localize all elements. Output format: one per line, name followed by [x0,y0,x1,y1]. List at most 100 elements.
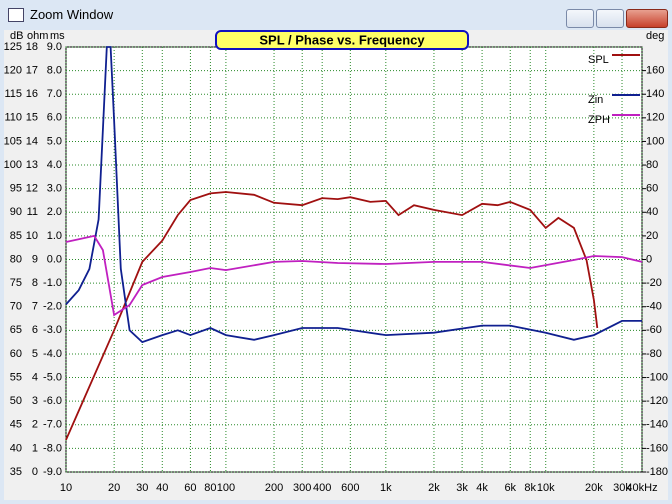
minimize-button[interactable] [566,9,594,28]
x-tick-label: 2k [428,482,440,494]
ohm-tick-label: 14 [26,135,38,147]
y-tick-label: 90 [10,206,22,218]
x-tick-label: 100 [217,482,235,494]
series-line [65,191,599,441]
window-title: Zoom Window [30,7,114,22]
ms-tick-label: -6.0 [43,395,62,407]
y2-tick-label: -20 [646,277,662,289]
y-tick-label: 70 [10,301,22,313]
y2-tick-label: -160 [646,442,668,454]
y-tick-label: 80 [10,253,22,265]
x-tick-label: 10k [537,482,555,494]
ohm-tick-label: 10 [26,230,38,242]
grid [65,46,643,473]
ohm-tick-label: 3 [32,395,38,407]
y-tick-label: 50 [10,395,22,407]
x-tick-label: 1k [380,482,392,494]
title-bar: Zoom Window [0,0,672,30]
ohm-tick-label: 2 [32,419,38,431]
x-tick-label: 300 [293,482,311,494]
series-line [65,46,642,344]
ohm-tick-label: 6 [32,324,38,336]
ohm-tick-label: 9 [32,253,38,265]
x-tick-label: 60 [184,482,196,494]
y2-tick-label: 100 [646,135,664,147]
x-tick-label: 20k [585,482,603,494]
ms-tick-label: -8.0 [43,442,62,454]
y-tick-label: 75 [10,277,22,289]
x-tick-label: 4k [476,482,488,494]
series-lines [65,46,643,441]
y2-tick-label: 120 [646,112,664,124]
ms-tick-label: -1.0 [43,277,62,289]
y-tick-label: 100 [4,159,22,171]
y2-tick-label: 20 [646,230,658,242]
y-tick-label: 120 [4,65,22,77]
legend-label: Zin [588,94,603,106]
y2-tick-label: -180 [646,466,668,478]
y-tick-label: 55 [10,371,22,383]
ohm-tick-label: 4 [32,371,38,383]
ohm-axis-unit: ohm [27,30,48,42]
ohm-tick-label: 17 [26,65,38,77]
y2-tick-label: -40 [646,301,662,313]
x-tick-label: 400 [313,482,331,494]
ohm-tick-label: 15 [26,112,38,124]
x-tick-label: 40kHz [626,482,657,494]
y2-tick-label: 0 [646,253,652,265]
y-tick-label: 125 [4,41,22,53]
ms-tick-label: 3.0 [47,183,62,195]
x-tick-label: 40 [156,482,168,494]
x-tick-label: 30k [613,482,631,494]
series-line [65,234,643,317]
x-tick-label: 8k [524,482,536,494]
x-tick-label: 600 [341,482,359,494]
y-axis-unit: dB [10,30,23,42]
ms-tick-label: 6.0 [47,112,62,124]
x-tick-label: 6k [504,482,516,494]
y-tick-label: 95 [10,183,22,195]
ms-tick-label: -5.0 [43,371,62,383]
ohm-tick-label: 5 [32,348,38,360]
x-tick-label: 20 [108,482,120,494]
window-icon [8,8,24,22]
y2-tick-label: -80 [646,348,662,360]
ohm-tick-label: 16 [26,88,38,100]
y-tick-label: 35 [10,466,22,478]
ms-tick-label: 4.0 [47,159,62,171]
x-tick-label: 10 [60,482,72,494]
y2-tick-label: -100 [646,371,668,383]
y-tick-label: 110 [4,112,22,124]
y-tick-label: 40 [10,442,22,454]
legend-label: SPL [588,54,609,66]
y2-tick-label: -120 [646,395,668,407]
ms-tick-label: -9.0 [43,466,62,478]
legend-label: ZPH [588,114,610,126]
x-tick-label: 80 [204,482,216,494]
y2-tick-label: 40 [646,206,658,218]
y-tick-label: 105 [4,135,22,147]
ohm-tick-label: 8 [32,277,38,289]
ohm-tick-label: 13 [26,159,38,171]
ms-tick-label: -2.0 [43,301,62,313]
y-tick-label: 85 [10,230,22,242]
ms-tick-label: -3.0 [43,324,62,336]
maximize-button[interactable] [596,9,624,28]
y-tick-label: 45 [10,419,22,431]
chart-title: SPL / Phase vs. Frequency [259,32,425,47]
y2-axis-unit: deg [646,30,664,42]
ms-axis-unit: ms [50,30,65,42]
ms-tick-label: -4.0 [43,348,62,360]
x-tick-label: 30 [136,482,148,494]
title-box [215,30,469,50]
y-tick-label: 115 [4,88,22,100]
ohm-tick-label: 0 [32,466,38,478]
y-tick-label: 60 [10,348,22,360]
y2-tick-label: -60 [646,324,662,336]
x-tick-label: 3k [456,482,468,494]
ms-tick-label: 5.0 [47,135,62,147]
ohm-tick-label: 7 [32,301,38,313]
ms-tick-label: -7.0 [43,419,62,431]
y2-tick-label: 140 [646,88,664,100]
close-button[interactable] [626,9,668,28]
